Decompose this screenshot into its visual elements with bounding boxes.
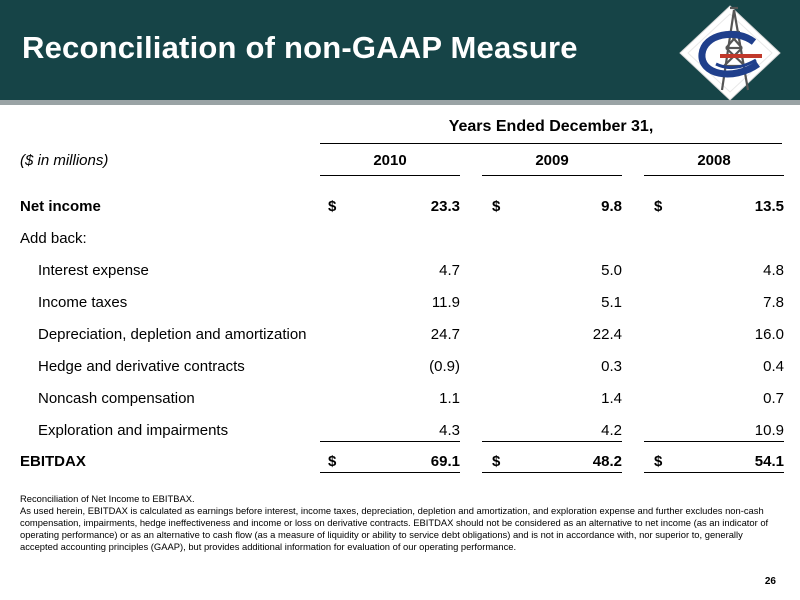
value-2009: 5.1 (601, 294, 622, 311)
table-row-net-income: Net income $ 23.3 $ 9.8 $ 13.5 (0, 198, 800, 222)
year-divider (644, 175, 784, 176)
currency-symbol: $ (492, 453, 501, 470)
year-header-2009: 2009 (535, 152, 569, 169)
value-2008: 4.8 (763, 262, 784, 279)
row-label: EBITDAX (20, 453, 86, 470)
table-row: Depreciation, depletion and amortization… (0, 326, 800, 350)
value-2009: 0.3 (601, 358, 622, 375)
add-back-label: Add back: (20, 230, 87, 247)
value-2008: 0.7 (763, 390, 784, 407)
slide-title: Reconciliation of non-GAAP Measure (22, 30, 578, 65)
value-2010: 24.7 (430, 326, 460, 343)
subtotal-rule (320, 441, 460, 442)
page-number: 26 (764, 576, 776, 587)
total-rule (482, 472, 622, 473)
row-label: Income taxes (38, 294, 128, 311)
currency-symbol: $ (492, 198, 501, 215)
currency-symbol: $ (328, 198, 337, 215)
year-header-2008: 2008 (697, 152, 731, 169)
value-2009: 9.8 (601, 198, 622, 215)
column-span-title: Years Ended December 31, (448, 118, 654, 135)
table-row: Income taxes 11.9 5.1 7.8 (0, 294, 800, 318)
year-header-2010: 2010 (373, 152, 407, 169)
value-2009: 4.2 (601, 422, 622, 439)
value-2009: 48.2 (592, 453, 622, 470)
total-rule (644, 472, 784, 473)
table-row: Hedge and derivative contracts (0.9) 0.3… (0, 358, 800, 382)
table-row: Exploration and impairments 4.3 4.2 10.9 (0, 422, 800, 446)
table-row-ebitdax: EBITDAX $ 69.1 $ 48.2 $ 54.1 (0, 453, 800, 477)
value-2010: 1.1 (439, 390, 460, 407)
value-2010: (0.9) (429, 358, 460, 375)
currency-symbol: $ (328, 453, 337, 470)
value-2010: 4.3 (439, 422, 460, 439)
currency-symbol: $ (654, 453, 663, 470)
value-2009: 1.4 (601, 390, 622, 407)
subtotal-rule (482, 441, 622, 442)
value-2008: 10.9 (754, 422, 784, 439)
subtotal-rule (644, 441, 784, 442)
table-row-add-back: Add back: (0, 230, 800, 254)
footnote: Reconciliation of Net Income to EBITBAX.… (20, 493, 782, 553)
value-2010: 4.7 (439, 262, 460, 279)
value-2008: 13.5 (754, 198, 784, 215)
span-divider (320, 143, 782, 144)
table-row: Interest expense 4.7 5.0 4.8 (0, 262, 800, 286)
header-divider (0, 100, 800, 105)
company-logo (679, 5, 781, 101)
row-label: Noncash compensation (38, 390, 195, 407)
value-2008: 16.0 (754, 326, 784, 343)
year-divider (320, 175, 460, 176)
value-2008: 0.4 (763, 358, 784, 375)
total-rule (320, 472, 460, 473)
row-label: Interest expense (38, 262, 149, 279)
value-2010: 69.1 (430, 453, 460, 470)
table-row: Noncash compensation 1.1 1.4 0.7 (0, 390, 800, 414)
slide-header (0, 0, 800, 100)
row-label: Depreciation, depletion and amortization (38, 326, 307, 343)
footnote-line-1: Reconciliation of Net Income to EBITBAX. (20, 493, 195, 504)
year-divider (482, 175, 622, 176)
row-label: Net income (20, 198, 101, 215)
value-2010: 23.3 (430, 198, 460, 215)
row-label: Exploration and impairments (38, 422, 229, 439)
currency-symbol: $ (654, 198, 663, 215)
value-2008: 7.8 (763, 294, 784, 311)
value-2008: 54.1 (754, 453, 784, 470)
units-label: ($ in millions) (20, 152, 109, 169)
row-label: Hedge and derivative contracts (38, 358, 245, 375)
value-2009: 22.4 (592, 326, 622, 343)
value-2009: 5.0 (601, 262, 622, 279)
footnote-line-2: As used herein, EBITDAX is calculated as… (20, 505, 769, 552)
value-2010: 11.9 (431, 294, 460, 311)
